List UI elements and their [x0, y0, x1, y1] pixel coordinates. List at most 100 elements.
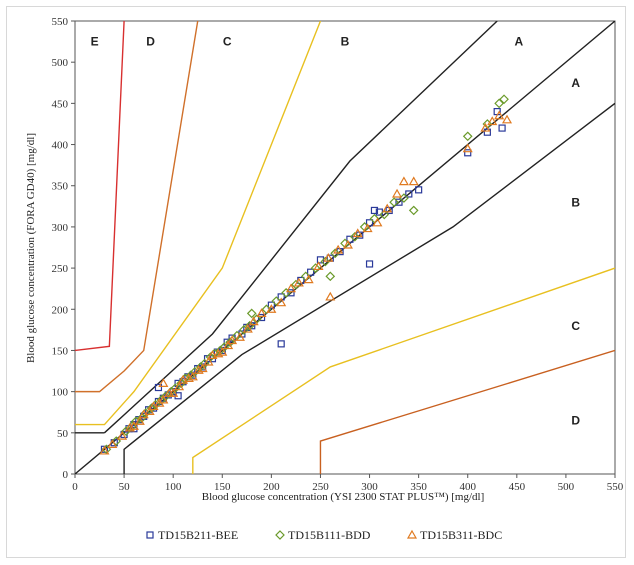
x-tick-label: 350: [410, 481, 427, 493]
x-axis-label: Blood glucose concentration (YSI 2300 ST…: [202, 491, 485, 503]
data-point: [323, 252, 334, 262]
data-point: [369, 213, 380, 224]
data-point: [352, 228, 363, 238]
data-point: [285, 283, 297, 293]
data-point: [158, 394, 169, 404]
x-tick-label: 300: [361, 481, 378, 493]
x-tick-label: 400: [459, 481, 476, 493]
zone-label: C: [223, 35, 232, 49]
data-point: [483, 128, 491, 136]
data-point: [248, 316, 259, 326]
x-tick-label: 550: [607, 481, 624, 493]
data-point: [398, 176, 409, 186]
data-point: [365, 219, 374, 227]
data-point: [330, 248, 341, 259]
legend-marker: [406, 529, 418, 539]
y-tick-label: 50: [57, 428, 69, 440]
data-point: [408, 176, 419, 186]
data-point: [193, 365, 204, 374]
x-tick-label: 150: [214, 481, 231, 493]
data-point: [291, 279, 301, 290]
data-point: [389, 197, 399, 208]
zone-boundary-line: [75, 21, 199, 393]
data-point: [128, 421, 139, 430]
x-tick-label: 500: [558, 481, 575, 493]
data-point: [415, 186, 423, 194]
data-point: [256, 308, 267, 317]
data-point: [310, 263, 321, 273]
data-point: [227, 335, 238, 345]
data-point: [277, 293, 285, 301]
data-point: [379, 209, 390, 220]
data-point: [234, 332, 245, 341]
data-point: [287, 289, 295, 297]
data-point: [349, 231, 360, 242]
data-point: [395, 198, 403, 206]
data-point: [225, 337, 235, 348]
y-tick-label: 100: [52, 387, 69, 399]
data-point: [365, 260, 374, 268]
data-point: [168, 388, 179, 397]
data-point: [158, 378, 169, 387]
data-point: [174, 381, 185, 391]
y-tick-label: 400: [52, 140, 69, 152]
data-point: [372, 217, 383, 227]
legend-label: TD15B311-BDC: [420, 528, 502, 542]
data-point: [223, 340, 234, 350]
zone-boundary-line: [192, 267, 615, 474]
zone-label: B: [341, 35, 350, 49]
data-point: [160, 391, 171, 402]
data-point: [325, 271, 336, 282]
legend-marker: [146, 531, 154, 539]
x-tick-label: 200: [263, 481, 280, 493]
data-point: [124, 422, 136, 432]
y-tick-label: 500: [52, 57, 69, 69]
data-point: [501, 114, 513, 124]
y-tick-label: 0: [63, 469, 69, 481]
data-point: [325, 291, 336, 301]
data-point: [183, 373, 194, 383]
zone-label: D: [146, 35, 155, 49]
data-point: [117, 430, 128, 440]
x-tick-label: 250: [312, 481, 329, 493]
data-point: [293, 277, 304, 287]
data-point: [408, 205, 419, 216]
y-tick-label: 200: [52, 304, 69, 316]
data-point: [370, 206, 379, 215]
zone-labels: E D C B A A B C D: [91, 35, 581, 428]
data-point: [405, 190, 413, 198]
data-point: [136, 413, 147, 423]
data-point: [207, 350, 218, 359]
data-point: [239, 325, 249, 335]
y-tick-label: 550: [52, 16, 69, 28]
data-point: [266, 304, 277, 313]
y-tick-label: 150: [52, 345, 69, 357]
data-point: [464, 149, 472, 157]
data-point: [121, 426, 131, 437]
x-tick-label: 50: [119, 481, 131, 493]
x-tick-label: 100: [165, 481, 182, 493]
zone-boundary-line: [319, 349, 615, 474]
zone-label: B: [571, 195, 580, 209]
data-point: [197, 363, 208, 373]
legend: TD15B211-BEE TD15B111-BDD TD15B311-BDC: [146, 528, 502, 542]
data-point: [203, 356, 214, 366]
data-point: [480, 122, 491, 132]
data-point: [307, 268, 315, 276]
data-point: [462, 131, 473, 142]
x-tick-label: 450: [509, 481, 526, 493]
data-point: [271, 296, 282, 306]
y-tick-label: 300: [52, 222, 69, 234]
legend-label: TD15B211-BEE: [158, 528, 238, 542]
data-point: [498, 124, 506, 132]
data-point: [177, 374, 189, 384]
y-tick-label: 350: [52, 181, 69, 193]
data-point: [107, 439, 118, 448]
chart-frame: [6, 6, 626, 558]
data-point: [362, 223, 373, 233]
data-point: [494, 98, 504, 109]
data-point: [267, 301, 275, 309]
data-point: [499, 94, 509, 105]
data-point: [144, 406, 155, 416]
zone-boundary-line: [103, 21, 498, 434]
